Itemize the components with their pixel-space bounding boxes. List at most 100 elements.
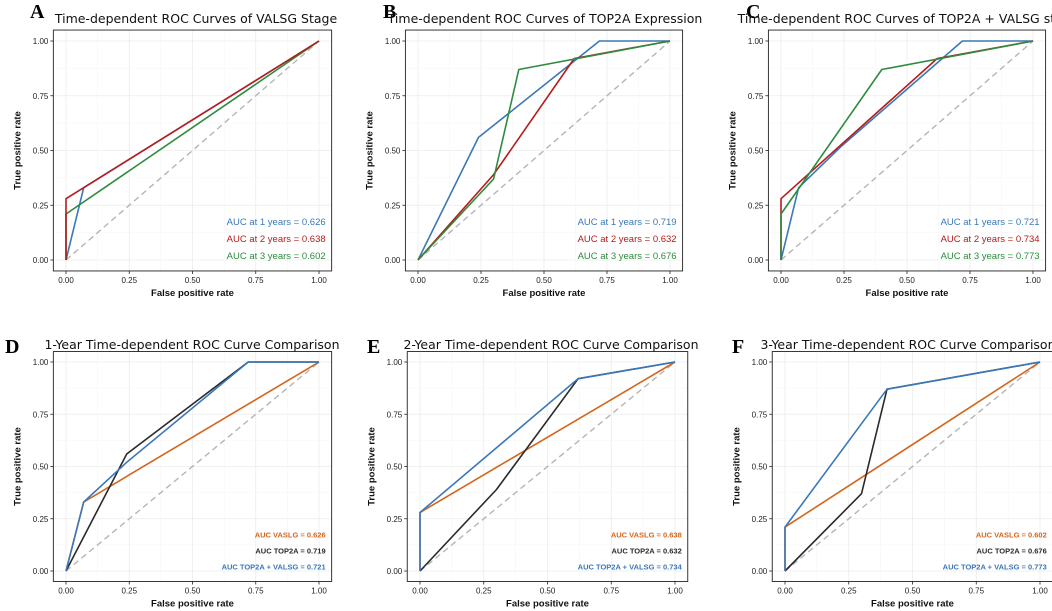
y-tick-label: 0.50 <box>752 463 768 472</box>
chart-title: 1-Year Time-dependent ROC Curve Comparis… <box>44 337 339 352</box>
x-axis-label: False positive rate <box>503 288 586 299</box>
x-tick-label: 0.75 <box>603 586 619 595</box>
legend-entry: AUC VASLG = 0.626 <box>255 530 326 539</box>
panel-d: D 1-Year Time-dependent ROC Curve Compari… <box>5 336 340 609</box>
gridlines <box>772 351 1052 582</box>
panel-label: C <box>746 1 760 23</box>
y-tick-label: 0.00 <box>33 567 49 576</box>
x-tick-label: 0.75 <box>962 276 978 285</box>
gridlines <box>768 30 1046 271</box>
y-axis-label: True positive rate <box>12 111 23 190</box>
legend-entry: AUC at 3 years = 0.773 <box>941 251 1040 262</box>
x-axis-label: False positive rate <box>871 598 954 609</box>
y-tick-label: 1.00 <box>385 37 401 46</box>
x-tick-label: 0.00 <box>412 586 428 595</box>
x-axis-label: False positive rate <box>506 598 589 609</box>
x-tick-label: 1.00 <box>1025 276 1041 285</box>
reference-diagonal <box>780 40 1034 261</box>
x-tick-label: 1.00 <box>311 586 327 595</box>
roc-line-3-years <box>780 40 1034 260</box>
roc-line-top2a-valsg <box>65 361 319 572</box>
legend-entry: AUC at 3 years = 0.602 <box>227 251 326 262</box>
legend-entry: AUC TOP2A + VALSG = 0.773 <box>943 562 1047 571</box>
y-tick-label: 0.75 <box>33 92 49 101</box>
y-tick-label: 1.00 <box>33 358 49 367</box>
y-tick-label: 0.75 <box>385 92 401 101</box>
x-tick-label: 0.25 <box>121 586 137 595</box>
x-tick-label: 0.25 <box>473 276 489 285</box>
y-tick-label: 0.75 <box>33 410 49 419</box>
x-tick-label: 0.00 <box>777 586 793 595</box>
y-axis-label: True positive rate <box>731 427 742 506</box>
legend-entry: AUC at 1 years = 0.719 <box>578 217 677 228</box>
legend-entry: AUC TOP2A = 0.676 <box>977 546 1047 555</box>
gridlines <box>53 30 332 271</box>
x-tick-label: 1.00 <box>311 276 327 285</box>
chart-title: Time-dependent ROC Curves of TOP2A Expre… <box>387 11 703 26</box>
y-axis-label: True positive rate <box>366 427 377 506</box>
x-tick-label: 1.00 <box>1032 586 1048 595</box>
y-tick-label: 0.50 <box>748 147 764 156</box>
panel-label: A <box>30 1 45 23</box>
y-tick-label: 0.25 <box>33 201 49 210</box>
legend-entry: AUC TOP2A = 0.632 <box>612 546 682 555</box>
y-tick-label: 0.00 <box>387 567 403 576</box>
y-axis-label: True positive rate <box>12 427 23 506</box>
x-axis-label: False positive rate <box>866 288 949 299</box>
gridlines <box>53 351 332 582</box>
y-tick-label: 0.00 <box>33 256 49 265</box>
chart-title: Time-dependent ROC Curves of TOP2A + VAL… <box>737 11 1052 26</box>
reference-diagonal <box>65 40 320 261</box>
x-tick-label: 0.25 <box>476 586 492 595</box>
y-axis-label: True positive rate <box>364 111 375 190</box>
panel-e: E 2-Year Time-dependent ROC Curve Compari… <box>366 336 698 609</box>
roc-line-top2a-valsg <box>784 361 1041 571</box>
y-tick-label: 0.00 <box>385 256 401 265</box>
x-tick-label: 0.25 <box>836 276 852 285</box>
panel-label: D <box>5 336 19 358</box>
y-tick-label: 0.75 <box>387 410 403 419</box>
roc-line-top2a-valsg <box>419 361 676 571</box>
x-tick-label: 0.25 <box>841 586 857 595</box>
legend-entry: AUC TOP2A = 0.719 <box>255 546 325 555</box>
chart-title: 2-Year Time-dependent ROC Curve Comparis… <box>403 337 698 352</box>
y-tick-label: 0.75 <box>748 92 764 101</box>
y-tick-label: 0.25 <box>752 515 768 524</box>
x-tick-label: 0.75 <box>599 276 615 285</box>
legend-entry: AUC at 2 years = 0.638 <box>227 234 326 245</box>
legend-entry: AUC at 2 years = 0.734 <box>941 234 1040 245</box>
x-tick-label: 0.00 <box>58 586 74 595</box>
x-tick-label: 0.00 <box>58 276 74 285</box>
panel-label: B <box>383 1 396 23</box>
y-tick-label: 0.75 <box>752 410 768 419</box>
reference-diagonal <box>65 361 320 572</box>
y-tick-label: 1.00 <box>752 358 768 367</box>
y-tick-label: 1.00 <box>33 37 49 46</box>
x-tick-label: 0.50 <box>905 586 921 595</box>
x-tick-label: 0.50 <box>899 276 915 285</box>
y-tick-label: 1.00 <box>748 37 764 46</box>
panel-f: F 3-Year Time-dependent ROC Curve Compari… <box>731 336 1052 609</box>
legend-entry: AUC VASLG = 0.638 <box>611 530 682 539</box>
y-tick-label: 0.25 <box>748 201 764 210</box>
x-tick-label: 0.50 <box>185 586 201 595</box>
y-tick-label: 1.00 <box>387 358 403 367</box>
y-tick-label: 0.50 <box>33 463 49 472</box>
legend-entry: AUC at 2 years = 0.632 <box>578 234 677 245</box>
panel-label: E <box>367 336 380 358</box>
x-tick-label: 0.75 <box>248 586 264 595</box>
x-tick-label: 1.00 <box>667 586 683 595</box>
y-tick-label: 0.00 <box>752 567 768 576</box>
y-tick-label: 0.00 <box>748 256 764 265</box>
y-tick-label: 0.50 <box>385 147 401 156</box>
x-tick-label: 1.00 <box>662 276 678 285</box>
legend-entry: AUC at 3 years = 0.676 <box>578 251 677 262</box>
roc-line-1-years <box>780 40 1033 261</box>
y-tick-label: 0.25 <box>387 515 403 524</box>
reference-diagonal <box>417 40 671 261</box>
roc-line-2-years <box>65 40 320 260</box>
x-tick-label: 0.50 <box>540 586 556 595</box>
roc-line-3-years <box>417 40 671 261</box>
